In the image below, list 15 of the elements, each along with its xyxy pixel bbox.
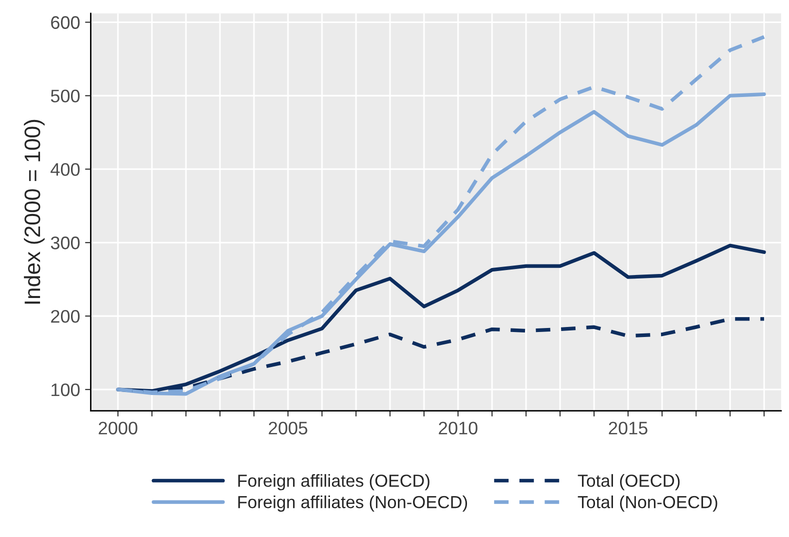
legend-label: Total (OECD) [578, 474, 680, 490]
x-tick-label: 2005 [268, 422, 308, 434]
y-tick-label: 300 [50, 236, 80, 250]
y-tick-label: 200 [51, 310, 80, 323]
x-tick-label: 2015 [608, 422, 648, 434]
y-tick-label: 500 [50, 90, 80, 102]
x-tick-label: 2000 [98, 422, 138, 434]
legend-label: Total (Non-OECD) [578, 496, 718, 512]
y-axis-title: Index (2000 = 100) [24, 120, 45, 304]
x-tick-label: 2010 [438, 422, 478, 434]
legend-label: Foreign affiliates (OECD) [238, 474, 430, 490]
y-tick-label: 600 [51, 16, 80, 29]
y-tick-label: 100 [52, 383, 80, 396]
legend-label: Foreign affiliates (Non-OECD) [238, 496, 468, 512]
y-tick-label: 400 [50, 163, 80, 176]
